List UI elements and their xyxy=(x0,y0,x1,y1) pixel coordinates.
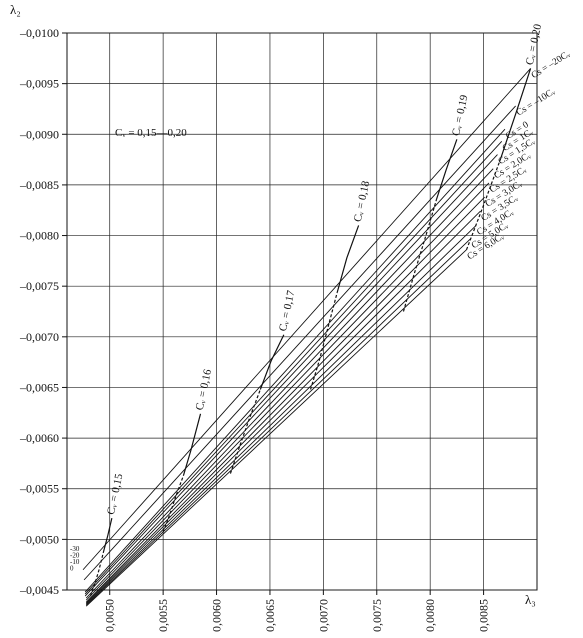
x-tick-label: 0,0070 xyxy=(316,599,330,632)
y-tick-label: –0,0060 xyxy=(19,431,59,445)
cs-series-line xyxy=(82,68,531,571)
cv-curve-upper xyxy=(336,225,360,293)
cs-series-lines xyxy=(82,68,531,607)
cs-series-line xyxy=(85,225,477,605)
x-tick-label: 0,0055 xyxy=(156,599,170,632)
x-tick-label: 0,0050 xyxy=(103,599,117,632)
cv-curve-upper xyxy=(500,68,532,159)
plot-frame xyxy=(66,32,538,591)
cv-curve-label: Cᵥ = 0,19 xyxy=(450,93,470,137)
cv-curve-upper xyxy=(259,334,285,390)
y-tick-label: –0,0100 xyxy=(19,26,59,40)
y-tick-label: –0,0085 xyxy=(19,178,59,192)
cv-curve-lower xyxy=(402,198,438,312)
y-tick-label: –0,0070 xyxy=(19,330,59,344)
x-tick-label: 0,0080 xyxy=(423,599,437,632)
cv-curve-upper xyxy=(102,517,113,553)
x-tick-label: 0,0065 xyxy=(263,599,277,632)
cs-series-line xyxy=(85,238,472,606)
cv-curve-upper xyxy=(436,139,458,200)
cs-series-line xyxy=(84,128,506,593)
cv-curve-label: Cᵥ = 0,15 xyxy=(105,472,125,516)
y-tick-label: –0,0095 xyxy=(19,77,59,91)
x-axis-label: λ₃ xyxy=(525,592,536,607)
cv-curve-lower xyxy=(465,158,502,250)
ticks: 0,0050 0,0055 0,0060 0,0065 0,0070 0,0075 0,00… xyxy=(19,26,491,632)
y-tick-label: –0,0055 xyxy=(19,482,59,496)
left-end-label: 0 xyxy=(70,565,74,573)
y-tick-label: –0,0050 xyxy=(19,532,59,546)
cv-curve-lower xyxy=(309,292,338,390)
x-tick-label: 0,0085 xyxy=(477,599,491,632)
x-tick-label: 0,0075 xyxy=(370,599,384,632)
cs-series-line xyxy=(85,168,494,599)
y-tick-label: –0,0045 xyxy=(19,583,59,597)
cs-series-line xyxy=(85,196,485,603)
cs-series-line xyxy=(85,249,467,607)
cv-range-annotation: Cᵥ = 0,15—0,20 xyxy=(115,127,187,139)
y-axis-label: λ₂ xyxy=(10,2,21,17)
cv-curve-label: Cᵥ = 0,18 xyxy=(352,179,372,223)
left-end-label: -20 xyxy=(70,552,80,560)
cs-series-line xyxy=(84,141,503,595)
y-tick-label: –0,0075 xyxy=(19,279,59,293)
y-tick-label: –0,0065 xyxy=(19,380,59,394)
y-tick-label: –0,0080 xyxy=(19,229,59,243)
grid xyxy=(66,32,538,591)
cv-curve-lower xyxy=(89,552,104,597)
cv-curves xyxy=(89,68,532,597)
left-end-label: -30 xyxy=(70,545,80,553)
cv-curve-upper xyxy=(182,413,202,476)
left-end-label: -10 xyxy=(70,558,80,566)
cv-curve-label: Cᵥ = 0,20 xyxy=(524,22,544,66)
cv-curve-label: Cᵥ = 0,16 xyxy=(194,368,214,412)
cv-curve-label: Cᵥ = 0,17 xyxy=(277,289,297,333)
x-tick-label: 0,0060 xyxy=(210,599,224,632)
y-tick-label: –0,0090 xyxy=(19,127,59,141)
cs-series-line xyxy=(85,182,490,601)
cs-series-line xyxy=(85,210,481,604)
cs-series-label: Cs = –10Cᵥ xyxy=(515,87,557,119)
cs-series-line xyxy=(84,154,498,597)
cs-series-line xyxy=(83,105,516,581)
